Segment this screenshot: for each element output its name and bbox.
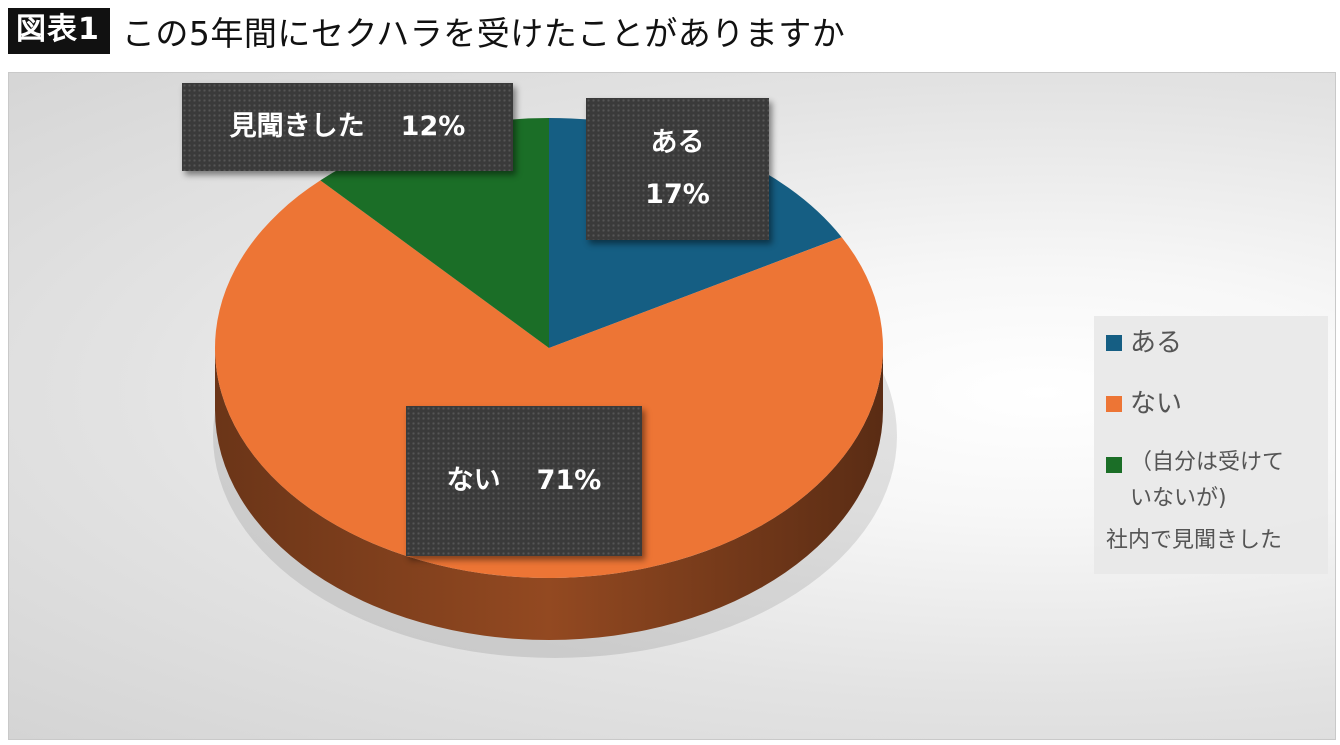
data-label-aru-name: ある bbox=[650, 127, 705, 158]
legend-label-kenbun-line1: （自分は受けて bbox=[1130, 450, 1285, 475]
data-label-nai: ない 71% bbox=[406, 406, 642, 556]
legend-swatch-kenbun bbox=[1106, 457, 1122, 473]
legend-item-nai: ない bbox=[1106, 389, 1182, 419]
data-label-kenbun-value: 12% bbox=[400, 111, 466, 142]
figure-header: 図表1 この5年間にセクハラを受けたことがありますか bbox=[8, 6, 845, 56]
legend-item-aru: ある bbox=[1106, 328, 1182, 358]
data-label-nai-name: ない bbox=[446, 465, 501, 496]
pie-chart bbox=[213, 118, 897, 658]
chart-area: ある 17% 見聞きした 12% ない 71% ある ない （自分は受けて いな… bbox=[8, 72, 1336, 740]
data-label-aru: ある 17% bbox=[586, 98, 769, 240]
figure-badge: 図表1 bbox=[8, 8, 110, 54]
data-label-kenbun-name: 見聞きした bbox=[229, 111, 365, 142]
chart-title: この5年間にセクハラを受けたことがありますか bbox=[121, 14, 846, 53]
pie-slice-1 bbox=[215, 180, 883, 578]
legend-label-kenbun-line3: 社内で見聞きした bbox=[1106, 528, 1283, 553]
data-label-kenbun: 見聞きした 12% bbox=[182, 83, 513, 171]
legend-label-nai: ない bbox=[1130, 389, 1183, 419]
legend: ある ない （自分は受けて いないが) 社内で見聞きした bbox=[1094, 316, 1328, 574]
data-label-nai-value: 71% bbox=[536, 465, 602, 496]
data-label-aru-value: 17% bbox=[645, 179, 710, 210]
legend-swatch-aru bbox=[1106, 335, 1122, 351]
legend-item-kenbun: （自分は受けて bbox=[1106, 446, 1284, 480]
pie-side-1 bbox=[215, 348, 883, 640]
pie-slice-2 bbox=[320, 118, 549, 348]
legend-swatch-nai bbox=[1106, 396, 1122, 412]
legend-label-kenbun-line2: いないが) bbox=[1130, 486, 1227, 511]
legend-label-aru: ある bbox=[1130, 328, 1183, 358]
